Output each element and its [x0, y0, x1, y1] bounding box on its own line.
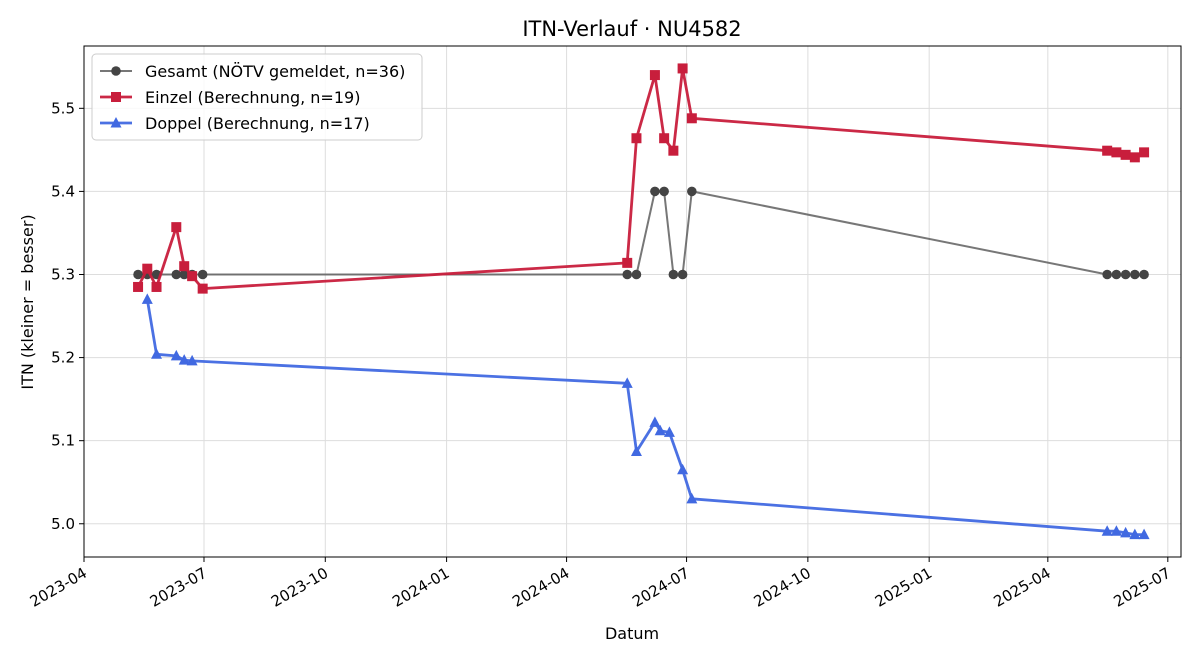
data-point — [622, 269, 633, 280]
x-tick-label: 2023-07 — [147, 564, 210, 611]
data-point — [686, 113, 697, 124]
data-point — [649, 70, 660, 81]
data-point — [1130, 269, 1140, 280]
data-point — [151, 281, 162, 292]
series-triangle — [141, 293, 1150, 540]
data-point — [142, 263, 153, 274]
data-point — [133, 269, 143, 280]
data-point — [677, 463, 689, 475]
data-point — [622, 257, 633, 268]
y-axis-title: ITN (kleiner = besser) — [18, 214, 37, 389]
data-point — [179, 269, 190, 280]
data-point — [197, 269, 208, 280]
y-tick-label: 5.5 — [51, 99, 75, 117]
x-tick-label: 2024-01 — [389, 564, 452, 611]
data-point — [197, 283, 208, 294]
legend-marker — [111, 66, 121, 76]
data-point — [179, 261, 190, 272]
data-point — [1120, 269, 1131, 280]
legend-box — [91, 53, 423, 141]
series-circle — [133, 186, 1149, 280]
data-point — [133, 281, 144, 292]
data-point — [687, 186, 697, 197]
series-layer — [133, 63, 1150, 540]
data-point — [677, 63, 688, 74]
x-tick-label: 2025-07 — [1111, 564, 1174, 611]
data-point — [1111, 147, 1122, 158]
y-tick-label: 5.0 — [51, 515, 75, 533]
data-point — [1139, 269, 1149, 280]
data-point — [649, 416, 661, 427]
data-point — [1110, 525, 1122, 536]
data-point — [654, 424, 666, 436]
x-tick-label: 2025-04 — [991, 564, 1054, 611]
data-point — [677, 269, 688, 280]
x-tick-label: 2025-01 — [872, 564, 935, 611]
data-point — [630, 445, 642, 456]
y-axis-ticks: 5.0 5.1 5.2 5.3 5.4 5.5 — [51, 99, 84, 533]
data-point — [650, 186, 660, 197]
legend-item: Doppel (Berechnung, n=17) — [100, 114, 370, 133]
x-tick-label: 2024-04 — [509, 564, 572, 611]
x-tick-label: 2024-10 — [751, 564, 814, 611]
data-point — [187, 271, 198, 282]
data-point — [1111, 269, 1122, 280]
chart-title: ITN-Verlauf · NU4582 — [522, 17, 741, 41]
data-point — [686, 492, 698, 504]
data-point — [1102, 269, 1112, 280]
data-point — [171, 222, 182, 233]
legend-label: Gesamt (NÖTV gemeldet, n=36) — [145, 62, 405, 81]
data-point — [171, 269, 182, 280]
x-tick-label: 2023-04 — [27, 564, 90, 611]
data-point — [1129, 528, 1141, 540]
y-tick-label: 5.3 — [51, 265, 75, 283]
data-point — [1102, 145, 1113, 156]
series-square — [133, 63, 1150, 294]
data-point — [141, 293, 153, 304]
data-point — [631, 133, 642, 144]
data-point — [1139, 147, 1150, 158]
x-axis-title: Datum — [605, 624, 659, 643]
data-point — [659, 133, 670, 144]
x-tick-label: 2024-07 — [629, 564, 692, 611]
data-point — [178, 354, 190, 365]
legend-marker — [110, 117, 122, 128]
data-point — [668, 269, 679, 280]
legend-marker — [111, 92, 121, 102]
data-point — [1120, 149, 1131, 160]
y-tick-label: 5.4 — [51, 182, 75, 200]
data-point — [186, 354, 198, 366]
data-point — [151, 348, 163, 359]
data-point — [1120, 526, 1132, 538]
y-tick-label: 5.2 — [51, 349, 75, 367]
plot-frame — [83, 45, 1182, 558]
legend-item: Einzel (Berechnung, n=19) — [100, 88, 360, 107]
y-tick-label: 5.1 — [51, 432, 75, 450]
legend-label: Doppel (Berechnung, n=17) — [145, 114, 370, 133]
data-point — [1138, 528, 1150, 540]
data-point — [1101, 525, 1113, 536]
series-line — [138, 190, 1145, 276]
data-point — [621, 377, 633, 388]
data-point — [631, 269, 642, 280]
legend-label: Einzel (Berechnung, n=19) — [145, 88, 360, 107]
series-line — [145, 299, 1145, 536]
data-point — [663, 426, 675, 437]
data-point — [668, 145, 679, 156]
data-point — [1129, 152, 1140, 163]
legend: Gesamt (NÖTV gemeldet, n=36) Einzel (Bere… — [91, 53, 423, 141]
x-axis-ticks: 2023-04 2023-07 2023-10 2024-01 2024-04 2024-… — [27, 557, 1174, 611]
data-point — [659, 186, 669, 197]
legend-item: Gesamt (NÖTV gemeldet, n=36) — [100, 62, 405, 81]
data-point — [170, 349, 182, 361]
x-tick-label: 2023-10 — [268, 564, 331, 611]
